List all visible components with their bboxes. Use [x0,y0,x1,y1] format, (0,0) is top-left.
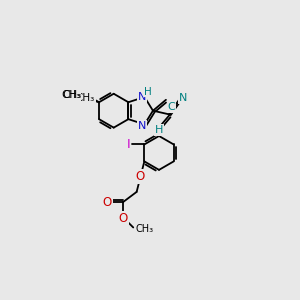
Text: CH₃: CH₃ [63,90,82,100]
Text: N: N [138,121,146,131]
Text: N: N [138,92,146,102]
Text: H: H [145,87,152,97]
Text: O: O [118,212,128,225]
Text: O: O [103,196,112,208]
Text: O: O [136,170,145,183]
Text: C: C [168,102,175,112]
Text: CH₃: CH₃ [136,224,154,234]
Text: H: H [155,125,163,135]
Text: CH₃: CH₃ [76,93,95,103]
Text: I: I [127,138,130,151]
Text: N: N [178,93,187,103]
Text: CH₃: CH₃ [61,90,81,100]
